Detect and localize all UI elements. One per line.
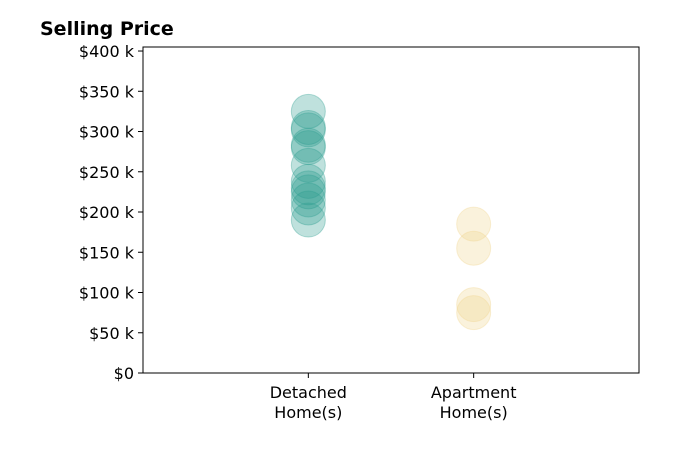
data-point: [456, 206, 492, 242]
y-tick-label: $100 k: [79, 284, 135, 303]
data-point: [456, 230, 492, 266]
data-point: [290, 163, 326, 199]
y-tick-label: $150 k: [79, 243, 135, 262]
x-axis: Detached Home(s) Apartment Home(s): [270, 373, 517, 422]
data-point: [456, 295, 492, 331]
x-tick-label: Detached Home(s): [270, 383, 347, 422]
y-tick-label: $250 k: [79, 163, 135, 182]
data-point: [290, 190, 326, 226]
data-point: [290, 174, 326, 210]
chart-title: Selling Price: [40, 18, 174, 40]
data-point: [290, 109, 326, 145]
y-tick-label: $0: [114, 364, 134, 383]
data-points: [290, 93, 492, 331]
plot-area-frame: [142, 46, 640, 374]
data-point: [290, 170, 326, 206]
data-point: [290, 127, 326, 163]
y-tick-label: $50 k: [89, 324, 135, 343]
data-point: [456, 287, 492, 323]
y-tick-label: $350 k: [79, 82, 135, 101]
y-axis: $0 $50 k $100 k $150 k $200 k $250 k $300 k $35…: [79, 42, 143, 383]
data-point: [290, 93, 326, 129]
y-tick-label: $300 k: [79, 123, 135, 142]
y-tick-label: $200 k: [79, 203, 135, 222]
data-point: [290, 130, 326, 166]
data-point: [290, 147, 326, 183]
data-point: [290, 182, 326, 218]
data-point: [290, 112, 326, 148]
x-tick-label: Apartment Home(s): [431, 383, 517, 422]
y-tick-label: $400 k: [79, 42, 135, 61]
data-point: [290, 202, 326, 238]
